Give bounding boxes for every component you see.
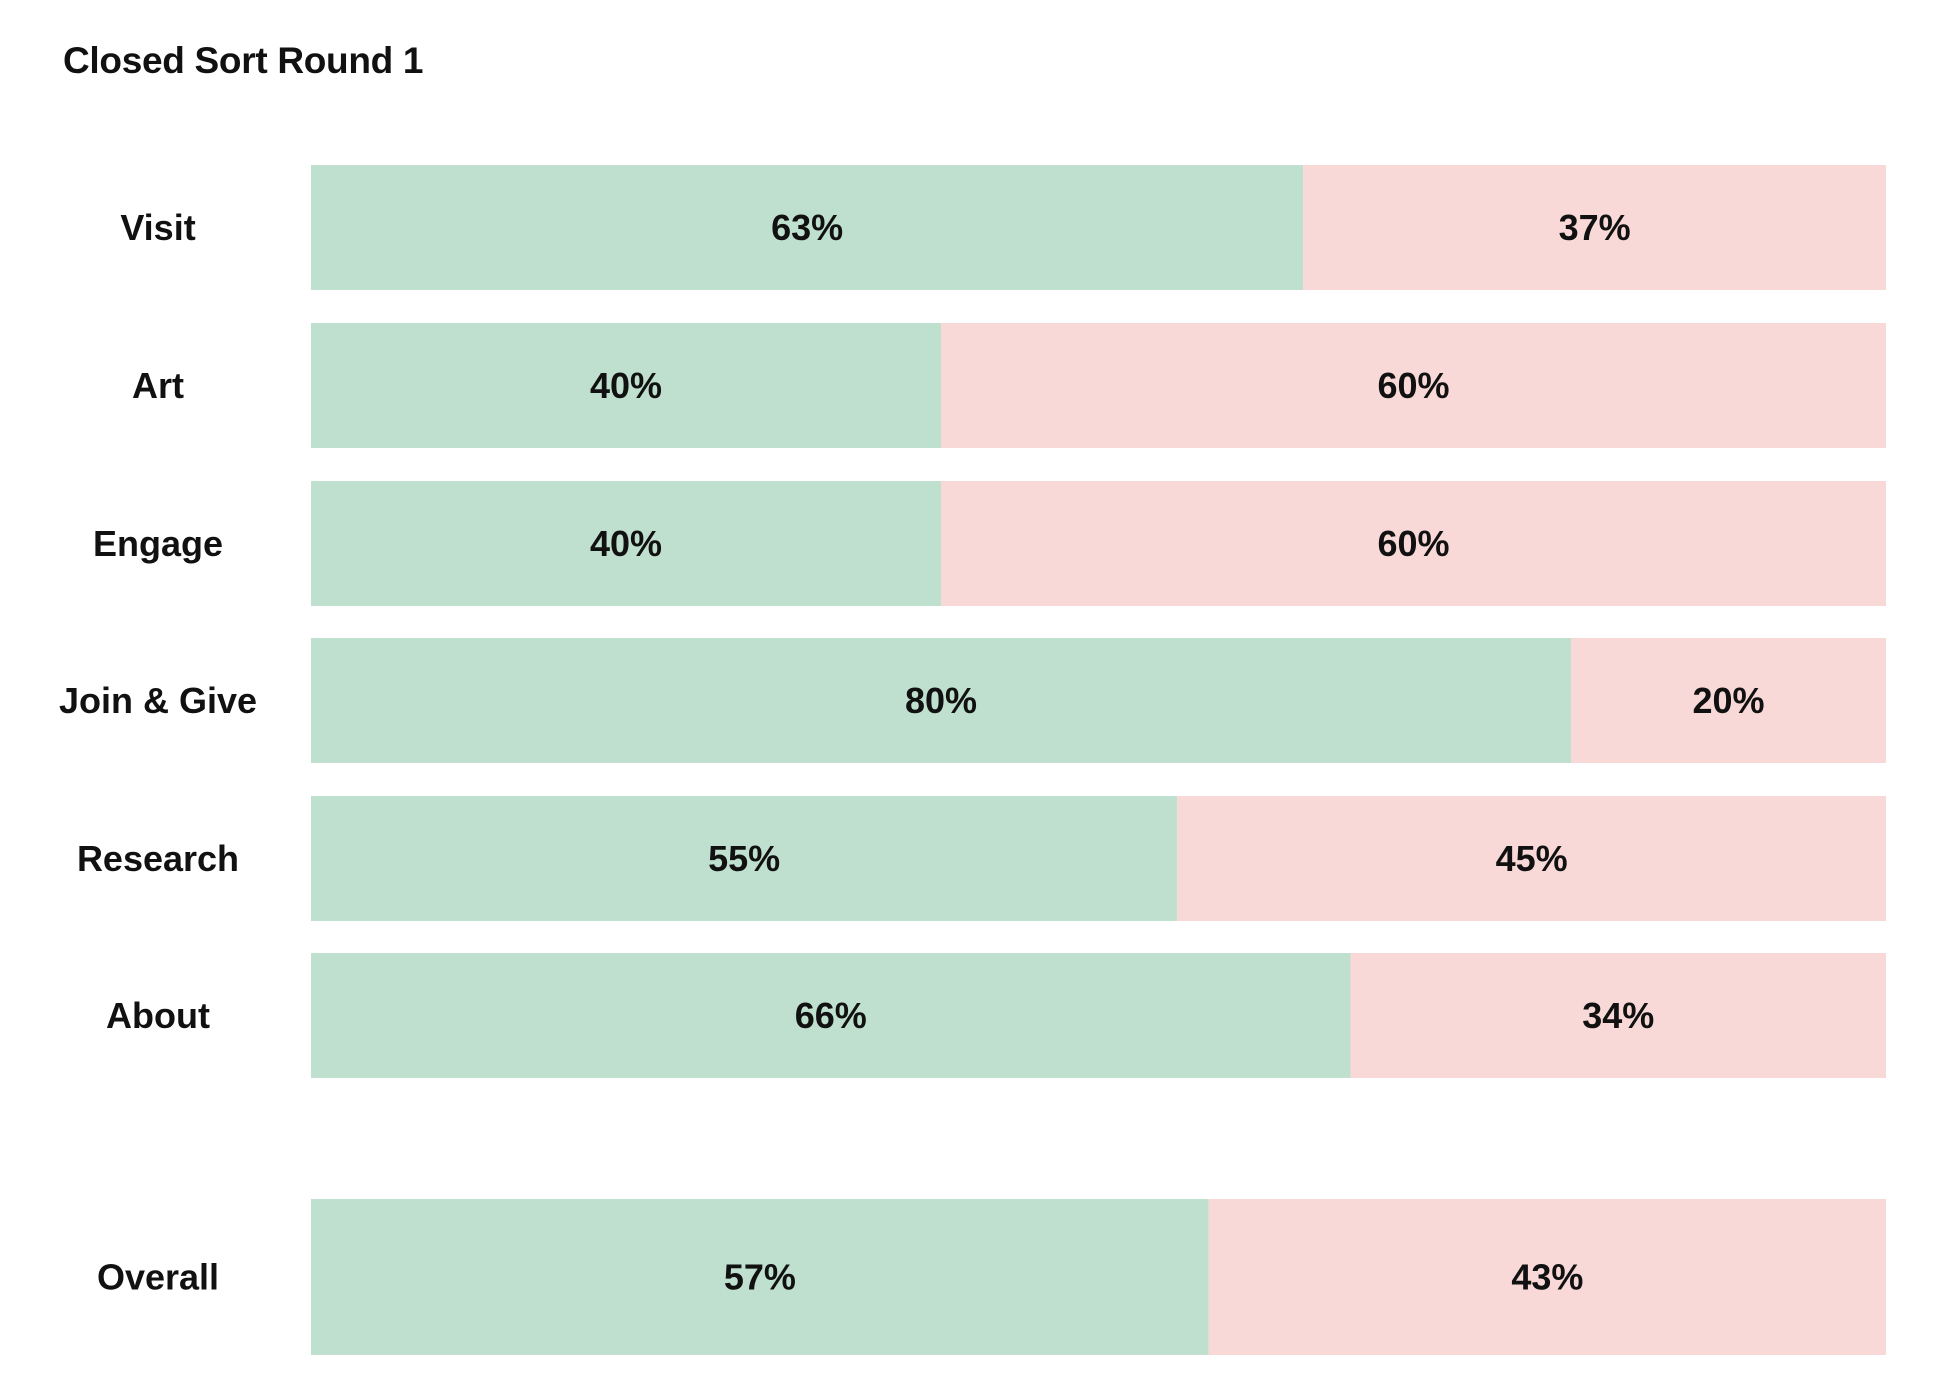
data-label-about-segment-2: 34% — [1582, 995, 1654, 1036]
category-label-engage: Engage — [93, 523, 223, 564]
data-label-overall-segment-1: 57% — [724, 1257, 796, 1298]
data-label-join-and-give-segment-1: 80% — [905, 680, 977, 721]
data-label-about-segment-1: 66% — [795, 995, 867, 1036]
bar-research-segment-2 — [1177, 796, 1886, 921]
category-label-join-and-give: Join & Give — [59, 680, 257, 721]
category-label-overall: Overall — [97, 1257, 219, 1298]
labels-layer: Visit 63% 37% Art 40% 60% Engage 40% 60% Join & G… — [59, 207, 1765, 1298]
category-label-visit: Visit — [120, 207, 195, 248]
data-label-overall-segment-2: 43% — [1511, 1257, 1583, 1298]
bar-visit-segment-1 — [311, 165, 1304, 290]
bar-join-and-give-segment-1 — [311, 638, 1571, 763]
bar-research-segment-1 — [311, 796, 1178, 921]
chart-title: Closed Sort Round 1 — [63, 40, 424, 81]
data-label-engage-segment-2: 60% — [1377, 523, 1449, 564]
category-label-research: Research — [77, 838, 239, 879]
bar-art-segment-1 — [311, 323, 941, 448]
bar-about-segment-2 — [1350, 953, 1886, 1078]
bar-overall-segment-2 — [1208, 1199, 1886, 1355]
bar-engage-segment-1 — [311, 481, 941, 606]
data-label-research-segment-1: 55% — [708, 838, 780, 879]
data-label-art-segment-2: 60% — [1377, 365, 1449, 406]
data-label-research-segment-2: 45% — [1496, 838, 1568, 879]
category-label-about: About — [106, 995, 210, 1036]
bar-join-and-give-segment-2 — [1571, 638, 1886, 763]
data-label-engage-segment-1: 40% — [590, 523, 662, 564]
data-label-visit-segment-2: 37% — [1559, 207, 1631, 248]
data-label-join-and-give-segment-2: 20% — [1692, 680, 1764, 721]
bar-overall-segment-1 — [311, 1199, 1209, 1355]
data-label-art-segment-1: 40% — [590, 365, 662, 406]
category-label-art: Art — [132, 365, 184, 406]
bars-layer — [311, 165, 1886, 1355]
bar-about-segment-1 — [311, 953, 1351, 1078]
bar-engage-segment-2 — [941, 481, 1886, 606]
data-label-visit-segment-1: 63% — [771, 207, 843, 248]
bar-art-segment-2 — [941, 323, 1886, 448]
bar-visit-segment-2 — [1303, 165, 1886, 290]
